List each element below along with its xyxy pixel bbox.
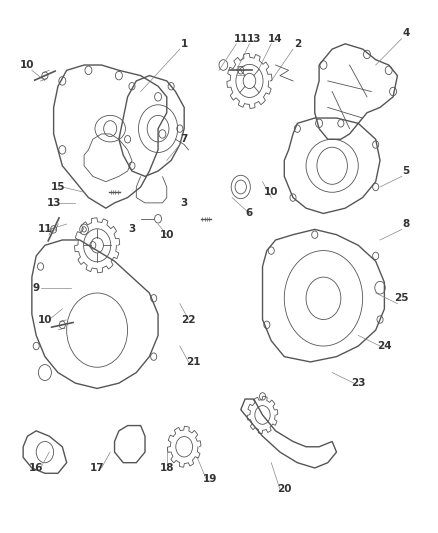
Text: 13: 13 — [46, 198, 61, 208]
Text: 3: 3 — [128, 224, 136, 235]
Text: 8: 8 — [403, 219, 410, 229]
Text: 1: 1 — [180, 39, 188, 49]
Text: 3: 3 — [180, 198, 188, 208]
Text: 11: 11 — [233, 34, 248, 44]
Text: 10: 10 — [20, 60, 35, 70]
Text: 2: 2 — [294, 39, 301, 49]
Text: 22: 22 — [181, 314, 196, 325]
Text: 18: 18 — [159, 463, 174, 473]
Text: 13: 13 — [247, 34, 261, 44]
Text: 25: 25 — [395, 293, 409, 303]
Text: 5: 5 — [403, 166, 410, 176]
Text: 15: 15 — [51, 182, 65, 192]
Text: 10: 10 — [264, 187, 279, 197]
Text: 4: 4 — [403, 28, 410, 38]
Text: 23: 23 — [351, 378, 366, 388]
Text: 10: 10 — [159, 230, 174, 240]
Text: 21: 21 — [186, 357, 200, 367]
Text: 19: 19 — [203, 474, 218, 483]
Text: 6: 6 — [246, 208, 253, 219]
Text: 17: 17 — [90, 463, 104, 473]
Text: 7: 7 — [180, 134, 188, 144]
Text: 14: 14 — [268, 34, 283, 44]
Text: 10: 10 — [38, 314, 52, 325]
Text: 16: 16 — [29, 463, 43, 473]
Text: 20: 20 — [277, 484, 292, 494]
Text: 11: 11 — [38, 224, 52, 235]
Text: 9: 9 — [33, 282, 40, 293]
Text: 24: 24 — [377, 341, 392, 351]
